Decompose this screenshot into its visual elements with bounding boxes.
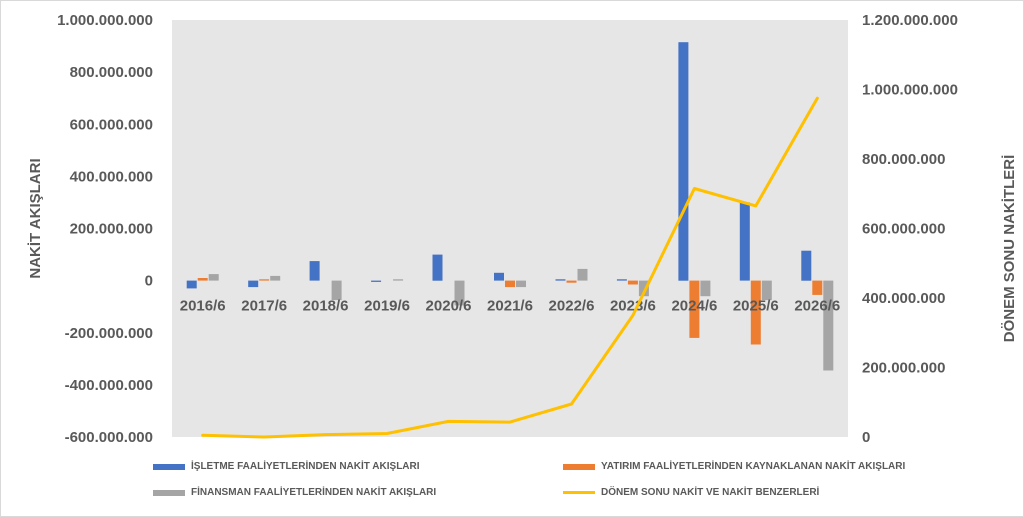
bar-s2-2016-6: [208, 274, 219, 281]
left-tick-label: 200.000.000: [70, 221, 153, 238]
bar-s2-2023-6: [638, 280, 649, 297]
bar-s1-2017-6: [259, 279, 270, 281]
bar-s2-2026-6: [823, 280, 834, 371]
right-tick-label: 1.200.000.000: [862, 12, 958, 29]
bar-s2-2019-6: [393, 279, 404, 281]
bar-s0-2016-6: [186, 280, 197, 289]
y-axis-left-title: NAKİT AKIŞLARI: [27, 158, 44, 278]
bars-group: [186, 42, 834, 371]
bar-s0-2024-6: [678, 42, 689, 281]
bar-s1-2023-6: [627, 280, 638, 285]
legend-label-finansman: FİNANSMAN FAALİYETLERİNDEN NAKİT AKIŞLAR…: [191, 487, 437, 498]
category-label: 2018/6: [303, 298, 349, 315]
category-label: 2025/6: [733, 298, 779, 315]
y-axis-right-title: DÖNEM SONU NAKİTLERİ: [1001, 155, 1018, 343]
bar-s2-2025-6: [761, 280, 772, 301]
bar-s0-2020-6: [432, 254, 443, 281]
category-label: 2022/6: [549, 298, 595, 315]
legend-item-yatirim: YATIRIM FAALİYETLERİNDEN KAYNAKLANAN NAK…: [563, 461, 905, 472]
bar-s2-2017-6: [270, 275, 281, 281]
right-tick-label: 200.000.000: [862, 360, 945, 377]
bar-s1-2021-6: [505, 280, 515, 288]
bar-s2-2021-6: [516, 280, 526, 288]
left-tick-label: -200.000.000: [65, 325, 153, 342]
bar-s0-2025-6: [739, 202, 750, 281]
bar-s1-2024-6: [689, 280, 700, 338]
right-axis-ticks: 0 200.000.000 400.000.000 600.000.000 800.00…: [862, 12, 958, 446]
bar-s0-2017-6: [248, 280, 259, 288]
bar-s0-2021-6: [494, 272, 504, 281]
left-tick-label: 800.000.000: [70, 64, 153, 81]
bar-s2-2022-6: [577, 268, 588, 281]
right-tick-label: 800.000.000: [862, 151, 945, 168]
left-tick-label: 600.000.000: [70, 116, 153, 133]
left-tick-label: 400.000.000: [70, 168, 153, 185]
bar-s0-2023-6: [616, 279, 627, 281]
bar-s0-2018-6: [309, 261, 320, 281]
right-tick-label: 1.000.000.000: [862, 82, 958, 99]
legend-swatch-donem-sonu: [563, 491, 595, 494]
category-label: 2019/6: [364, 298, 410, 315]
legend-label-yatirim: YATIRIM FAALİYETLERİNDEN KAYNAKLANAN NAK…: [601, 461, 906, 472]
plot-area: [172, 20, 848, 437]
bar-s0-2019-6: [371, 280, 382, 282]
category-label: 2023/6: [610, 298, 656, 315]
right-tick-label: 0: [862, 429, 870, 446]
legend-swatch-yatirim: [563, 463, 595, 470]
bar-s2-2020-6: [454, 280, 465, 306]
left-tick-label: -400.000.000: [65, 377, 153, 394]
legend-item-donem-sonu: DÖNEM SONU NAKİT VE NAKİT BENZERLERİ: [563, 487, 819, 498]
bar-s2-2018-6: [331, 280, 342, 301]
legend-item-finansman: FİNANSMAN FAALİYETLERİNDEN NAKİT AKIŞLAR…: [153, 487, 436, 498]
left-tick-label: 0: [145, 273, 153, 290]
legend-label-isletme: İŞLETME FAALİYETLERİNDEN NAKİT AKIŞLARI: [191, 461, 420, 472]
left-tick-label: -600.000.000: [65, 429, 153, 446]
bar-s0-2026-6: [801, 250, 812, 281]
category-label: 2024/6: [671, 298, 717, 315]
legend-swatch-finansman: [153, 489, 185, 496]
legend-item-isletme: İŞLETME FAALİYETLERİNDEN NAKİT AKIŞLARI: [153, 461, 420, 472]
bar-s1-2025-6: [750, 280, 761, 345]
legend-swatch-isletme: [153, 463, 185, 470]
right-tick-label: 600.000.000: [862, 221, 945, 238]
category-label: 2026/6: [794, 298, 840, 315]
bar-s1-2022-6: [566, 280, 577, 283]
category-label: 2020/6: [426, 298, 472, 315]
bar-s0-2022-6: [555, 279, 566, 281]
bar-s1-2026-6: [812, 280, 823, 295]
category-label: 2021/6: [487, 298, 533, 315]
category-label: 2016/6: [180, 298, 226, 315]
bar-s2-2024-6: [700, 280, 711, 297]
right-tick-label: 400.000.000: [862, 290, 945, 307]
category-labels: 2016/6 2017/6 2018/6 2019/6 2020/6 2021/6 2022…: [180, 298, 840, 315]
category-label: 2017/6: [241, 298, 287, 315]
left-axis-ticks: -600.000.000 -400.000.000 -200.000.000 0 200…: [57, 12, 153, 446]
line-series-group: [201, 96, 819, 439]
bar-s1-2016-6: [197, 278, 208, 281]
left-tick-label: 1.000.000.000: [57, 12, 153, 29]
legend-label-donem-sonu: DÖNEM SONU NAKİT VE NAKİT BENZERLERİ: [601, 487, 820, 498]
line-donem-sonu: [201, 96, 819, 439]
